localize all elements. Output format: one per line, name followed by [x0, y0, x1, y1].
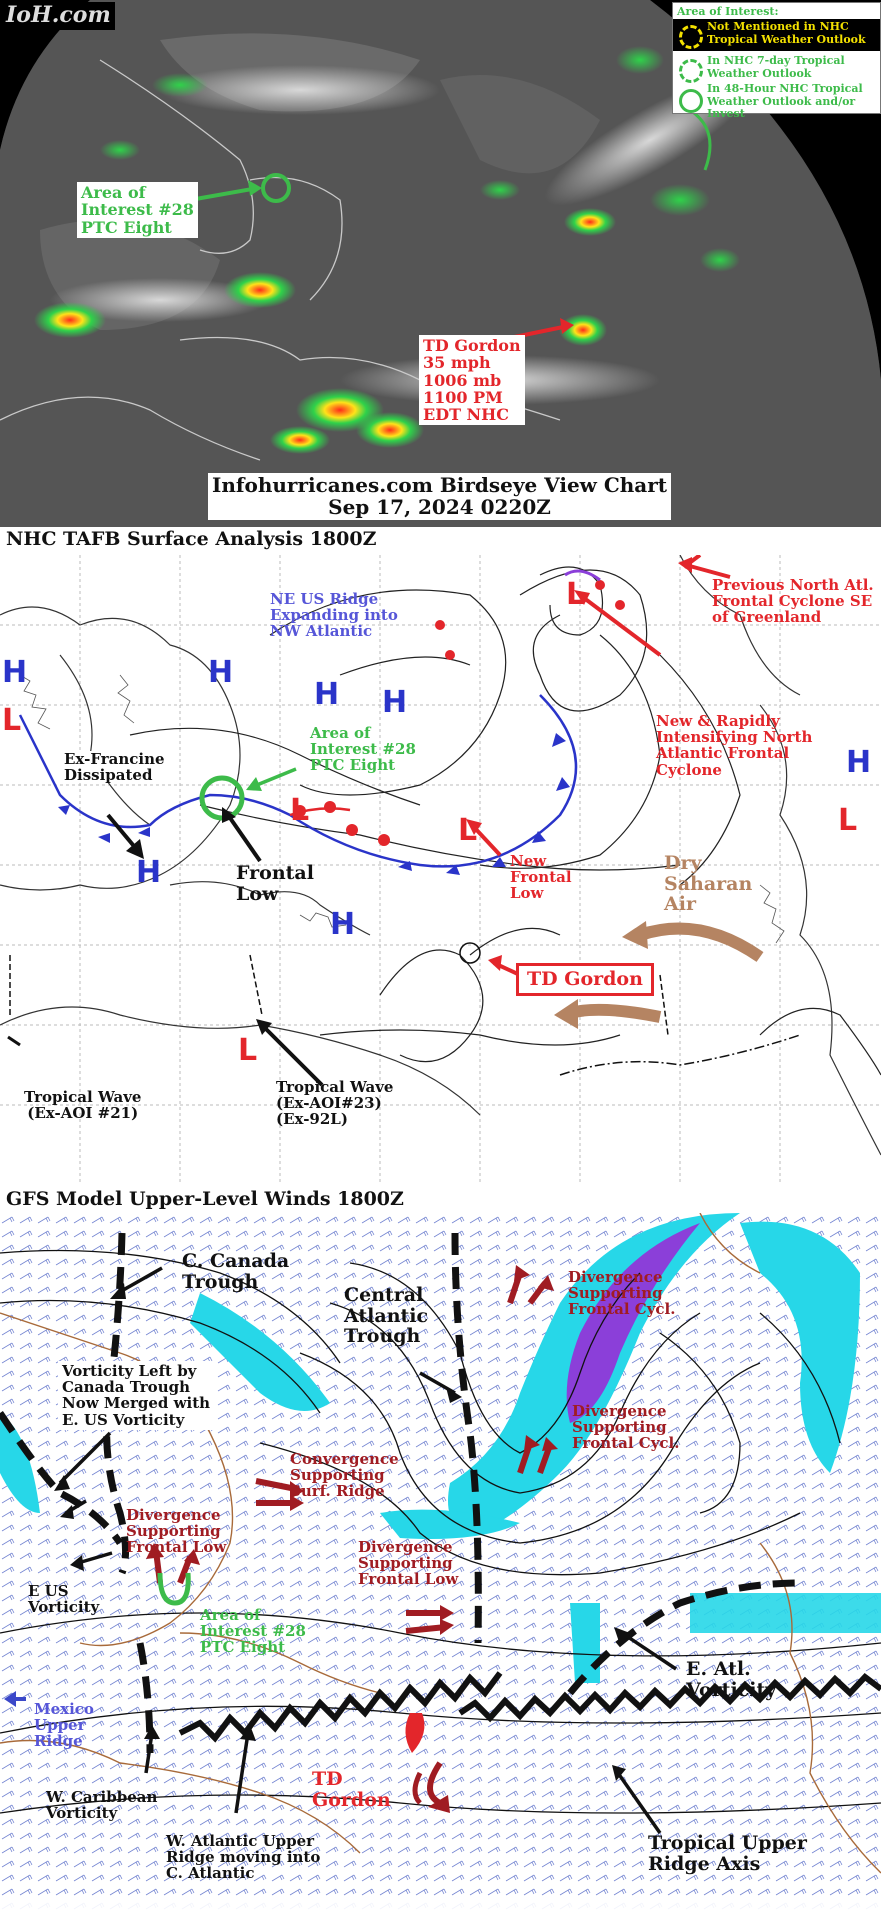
surface-chart-graphics: [0, 555, 881, 1185]
divergence-frontal-low-label: Divergence Supporting Frontal Low: [126, 1506, 227, 1557]
sat-gordon-label: TD Gordon 35 mph 1006 mb 1100 PM EDT NHC: [419, 335, 525, 426]
legend-yellow-text: Not Mentioned in NHC Tropical Weather Ou…: [707, 20, 866, 46]
low-pressure-marker: L: [838, 803, 858, 838]
yellow-dashed-circle-icon: [679, 25, 703, 49]
upper-level-winds-map: C. Canada Trough Central Atlantic Trough Di…: [0, 1213, 881, 1916]
high-pressure-marker: H: [382, 685, 408, 720]
high-pressure-marker: H: [208, 655, 234, 690]
high-pressure-marker: H: [136, 855, 162, 890]
tropical-wave-left-label: Tropical Wave (Ex-AOI #21): [24, 1088, 142, 1123]
low-pressure-marker: L: [2, 703, 22, 738]
vorticity-left-label: Vorticity Left by Canada Trough Now Merged…: [58, 1361, 215, 1430]
previous-cyclone-label: Previous North Atl. Frontal Cyclone SE of …: [712, 576, 874, 627]
sat-chart-title: Infohurricanes.com Birdseye View Chart S…: [208, 473, 672, 521]
frontal-low-label: Frontal Low: [236, 862, 314, 905]
divergence-frontal-low-label-2: Divergence Supporting Frontal Low: [358, 1538, 459, 1589]
high-pressure-marker: H: [846, 745, 872, 780]
green-solid-circle-icon: [679, 89, 703, 113]
divergence-frontal-cycl-label: Divergence Supporting Frontal Cycl.: [568, 1268, 676, 1319]
ne-us-ridge-label: NE US Ridge Expanding into NW Atlantic: [270, 590, 398, 641]
low-pressure-marker: L: [458, 813, 478, 848]
upper-chart-graphics: [0, 1213, 881, 1916]
ua-aoi-label: Area of Interest #28 PTC Eight: [200, 1606, 306, 1657]
legend-title: Area of Interest:: [677, 5, 779, 18]
new-cyclone-label: New & Rapidly Intensifying North Atlantic …: [656, 712, 813, 779]
legend-row-yellow: Not Mentioned in NHC Tropical Weather Ou…: [673, 19, 880, 51]
green-dashed-circle-icon: [679, 59, 703, 83]
aoi-circle-marker: [261, 173, 291, 203]
aoi-legend: Area of Interest: Not Mentioned in NHC T…: [672, 2, 881, 120]
ex-francine-label: Ex-Francine Dissipated: [64, 750, 165, 785]
divergence-frontal-cycl-label-2: Divergence Supporting Frontal Cycl.: [572, 1402, 680, 1453]
site-logo: IoH.com: [2, 2, 115, 30]
sfc-td-gordon-label: TD Gordon: [516, 963, 654, 996]
storm-symbol: [405, 1713, 425, 1753]
low-pressure-marker: L: [290, 793, 310, 828]
wcarib-vorticity-label: W. Caribbean Vorticity: [46, 1788, 158, 1823]
eatl-vorticity-label: E. Atl. Vorticity: [686, 1658, 777, 1701]
high-pressure-marker: H: [2, 655, 28, 690]
new-frontal-low-label: New Frontal Low: [510, 852, 572, 903]
legend-48hr-text: In 48-Hour NHC Tropical Weather Outlook …: [707, 82, 863, 121]
sfc-aoi-label: Area of Interest #28 PTC Eight: [310, 724, 416, 775]
convergence-label: Convergence Supporting Surf. Ridge: [290, 1450, 399, 1501]
ua-td-gordon-label: TD Gordon: [312, 1768, 391, 1811]
watl-ridge-label: W. Atlantic Upper Ridge moving into C. Atl…: [166, 1832, 321, 1883]
canada-trough-label: C. Canada Trough: [182, 1250, 290, 1293]
surface-section-title: NHC TAFB Surface Analysis 1800Z: [6, 528, 377, 550]
tropical-ridge-label: Tropical Upper Ridge Axis: [648, 1832, 807, 1875]
satellite-panel: IoH.com Area of Interest: Not Mentioned …: [0, 0, 881, 527]
sat-aoi-label: Area of Interest #28 PTC Eight: [77, 182, 198, 238]
mexico-ridge-label: Mexico Upper Ridge: [34, 1700, 94, 1751]
high-pressure-marker: H: [330, 907, 356, 942]
high-pressure-marker: H: [314, 677, 340, 712]
eus-vorticity-label: E US Vorticity: [28, 1582, 100, 1617]
legend-7day-text: In NHC 7-day Tropical Weather Outlook: [707, 54, 845, 80]
surface-analysis-map: H H H H H H H L L L L L L NE US Ridge Exp…: [0, 555, 881, 1185]
low-pressure-marker: L: [238, 1033, 258, 1068]
low-pressure-marker: L: [566, 577, 586, 612]
upper-section-title: GFS Model Upper-Level Winds 1800Z: [6, 1188, 404, 1210]
central-atlantic-trough-label: Central Atlantic Trough: [344, 1284, 429, 1348]
tropical-wave-mid-label: Tropical Wave (Ex-AOI#23) (Ex-92L): [276, 1078, 394, 1129]
dry-saharan-air-label: Dry Saharan Air: [664, 852, 753, 916]
